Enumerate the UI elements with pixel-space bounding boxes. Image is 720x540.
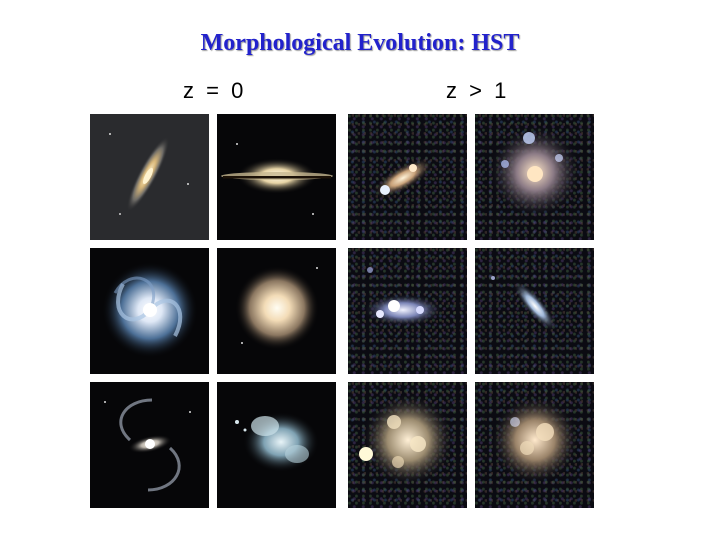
galaxy-face-on-spiral-image xyxy=(90,248,209,374)
high-z-galaxy-clumpy-image xyxy=(348,382,467,508)
galaxy-edge-on-spiral-image xyxy=(90,114,209,240)
high-z-galaxy-disturbed-image xyxy=(475,382,594,508)
high-z-galaxy-chain-image xyxy=(348,248,467,374)
galaxy-barred-spiral-image xyxy=(90,382,209,508)
slide-title: Morphological Evolution: HST xyxy=(200,30,520,56)
label-z-greater-1: z > 1 xyxy=(446,78,510,103)
galaxy-sombrero-image xyxy=(217,114,336,240)
high-z-galaxy-elongated-image xyxy=(348,114,467,240)
galaxy-elliptical-image xyxy=(217,248,336,374)
high-z-galaxy-ring-image xyxy=(475,114,594,240)
label-z-equals-0: z = 0 xyxy=(183,78,247,103)
galaxy-irregular-image xyxy=(217,382,336,508)
high-z-galaxy-edge-on-image xyxy=(475,248,594,374)
